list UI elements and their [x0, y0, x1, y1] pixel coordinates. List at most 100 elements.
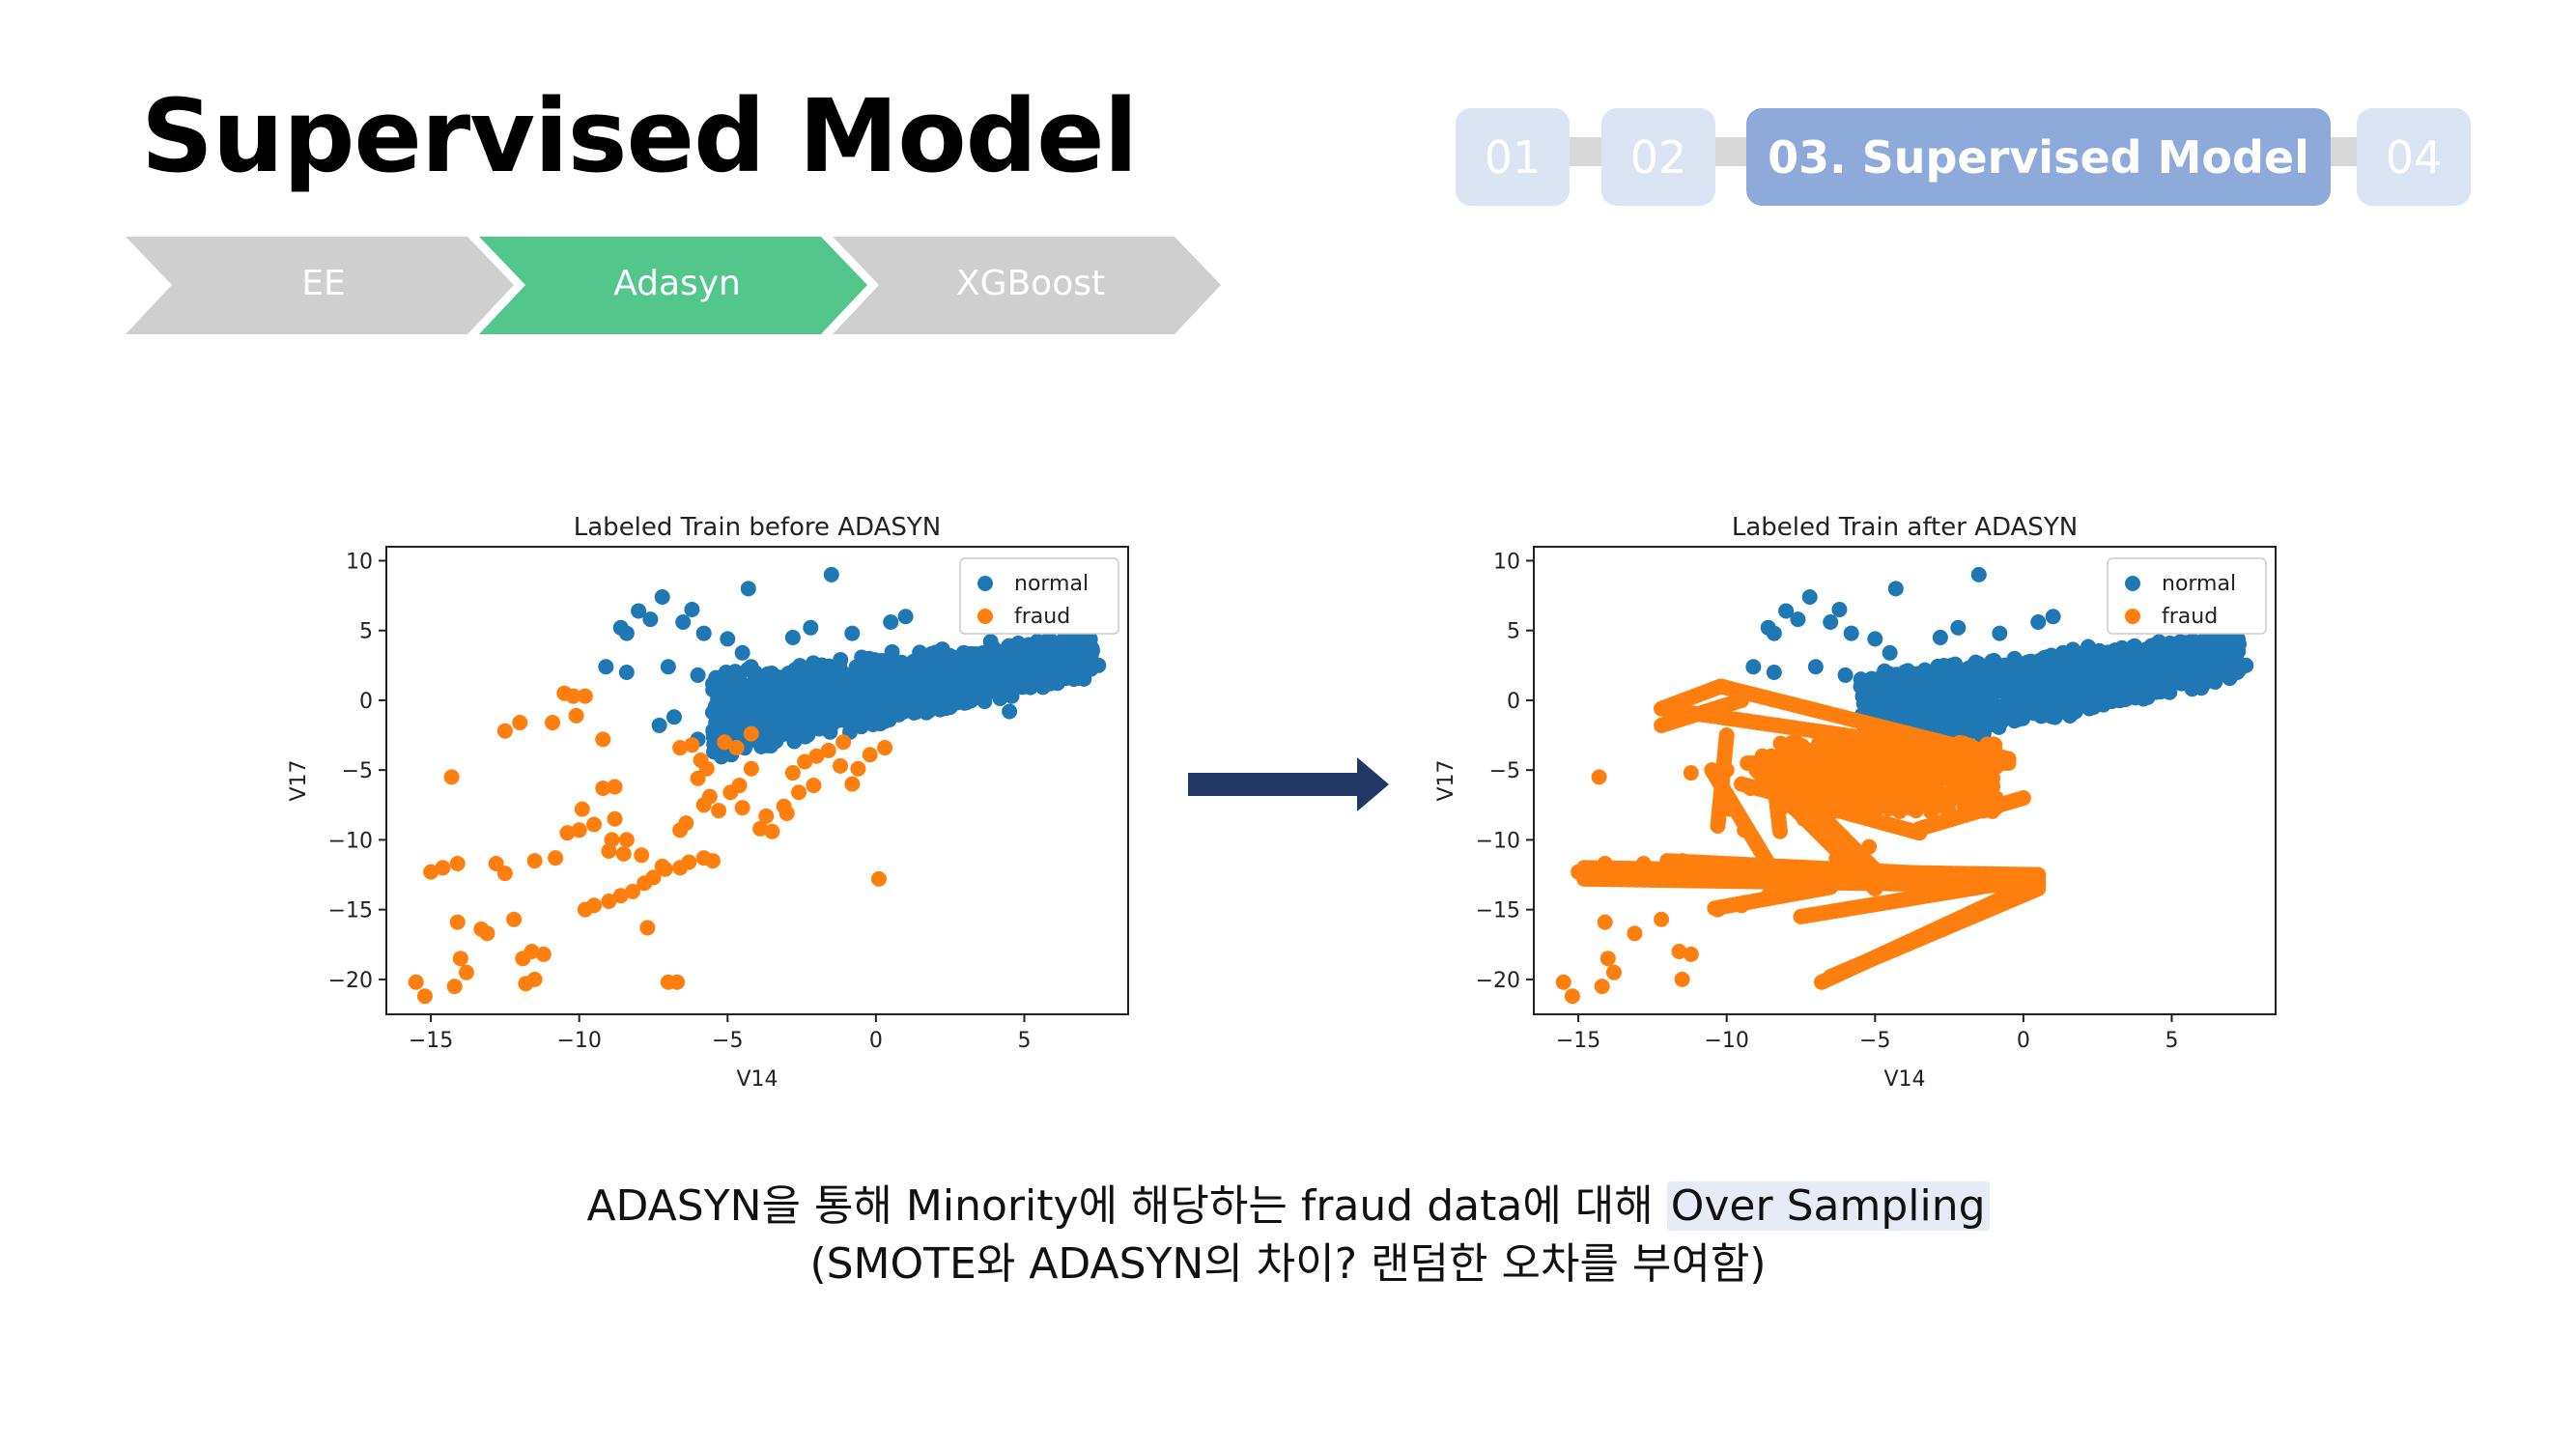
- normal-cluster-point: [1043, 635, 1060, 651]
- fraud-point: [607, 810, 623, 827]
- fraud-point: [618, 832, 635, 848]
- section-tracker: 01 02 03. Supervised Model 04: [1456, 108, 2471, 208]
- fraud-point: [512, 715, 528, 731]
- fraud-point: [681, 854, 697, 870]
- normal-point: [720, 631, 736, 647]
- normal-point: [803, 619, 819, 636]
- fraud-point: [711, 803, 727, 819]
- fraud-point: [717, 734, 733, 751]
- tracker-item-01[interactable]: 01: [1456, 108, 1570, 206]
- normal-cluster-point: [1077, 660, 1093, 676]
- normal-cluster-point: [824, 716, 840, 732]
- normal-point: [844, 625, 861, 641]
- normal-cluster-point: [1009, 676, 1026, 693]
- normal-cluster-point: [873, 681, 890, 697]
- normal-cluster-point: [2023, 677, 2039, 694]
- fraud-point: [672, 740, 689, 756]
- plot-area: [1555, 566, 2254, 1005]
- normal-cluster-point: [1903, 704, 1919, 721]
- normal-cluster-point: [1084, 640, 1100, 657]
- normal-cluster-point: [733, 699, 750, 716]
- fraud-point: [559, 825, 576, 841]
- normal-cluster-point: [2110, 664, 2127, 680]
- synthetic-fraud-point: [1718, 857, 1735, 873]
- fraud-point: [1820, 832, 1836, 848]
- normal-cluster-point: [960, 692, 977, 708]
- normal-point: [714, 687, 730, 703]
- normal-cluster-point: [1972, 679, 1989, 696]
- fraud-point: [545, 715, 561, 731]
- normal-cluster-point: [999, 662, 1015, 678]
- fraud-point: [535, 946, 552, 962]
- fraud-point: [672, 822, 689, 838]
- chart-before-svg: Labeled Train before ADASYN −15 −10 −5 0 5 10 5…: [287, 513, 1129, 1092]
- fraud-point: [797, 753, 813, 770]
- fraud-point: [877, 740, 893, 756]
- normal-cluster-point: [2077, 670, 2093, 687]
- synthetic-fraud-point: [1844, 782, 1860, 799]
- normal-cluster-point: [1052, 667, 1068, 683]
- fraud-point: [1810, 861, 1826, 877]
- tracker-item-02[interactable]: 02: [1601, 108, 1715, 206]
- fraud-point: [443, 769, 460, 785]
- y-tick-label: −10: [1476, 829, 1520, 853]
- normal-point: [631, 603, 647, 619]
- legend-box: [959, 557, 1119, 635]
- x-tick-label: −15: [1556, 1029, 1600, 1053]
- step-chevron-ee[interactable]: [126, 237, 514, 334]
- normal-cluster-point: [786, 732, 803, 749]
- normal-cluster-point: [807, 697, 823, 714]
- y-tick-label: −5: [1489, 759, 1520, 783]
- scatter-before-adasyn: Labeled Train before ADASYN −15 −10 −5 0 5 10 5…: [280, 493, 1149, 1115]
- fraud-point: [1635, 855, 1652, 871]
- normal-cluster-point: [802, 669, 818, 686]
- fraud-point: [452, 951, 468, 967]
- normal-cluster-point: [2125, 639, 2141, 655]
- normal-point: [1766, 625, 1782, 641]
- fraud-point: [850, 760, 866, 777]
- normal-point: [877, 713, 893, 729]
- x-tick-label: −10: [556, 1029, 601, 1053]
- normal-point: [734, 644, 750, 661]
- normal-cluster-point: [1944, 668, 1961, 684]
- fraud-point: [704, 853, 721, 869]
- synthetic-fraud-point: [1778, 885, 1795, 901]
- normal-cluster-point: [1879, 678, 1895, 695]
- normal-point: [2030, 614, 2047, 631]
- x-tick-label: 5: [1017, 1029, 1031, 1053]
- fraud-point: [515, 951, 531, 967]
- y-tick-label: 5: [359, 620, 373, 644]
- normal-cluster-point: [2086, 654, 2103, 670]
- normal-cluster-point: [777, 683, 793, 699]
- fraud-point: [607, 779, 623, 795]
- y-tick-label: 10: [346, 550, 373, 574]
- synthetic-fraud-point: [1771, 823, 1788, 839]
- synthetic-fraud-point: [1826, 777, 1843, 793]
- normal-cluster-point: [948, 655, 964, 671]
- fraud-point: [690, 770, 706, 786]
- normal-cluster-point: [2017, 698, 2033, 715]
- step-chevron-adasyn[interactable]: [479, 237, 867, 334]
- step-chevron-xgboost[interactable]: [833, 237, 1221, 334]
- y-tick-label: −20: [1476, 969, 1520, 993]
- x-tick-label: 0: [869, 1029, 883, 1053]
- normal-cluster-point: [971, 663, 987, 679]
- page-title: Supervised Model: [141, 77, 1138, 195]
- normal-point: [660, 659, 676, 675]
- synthetic-fraud-point: [1854, 774, 1871, 790]
- normal-cluster-point: [2075, 689, 2091, 705]
- normal-cluster-point: [911, 673, 927, 690]
- normal-point: [1090, 657, 1107, 673]
- fraud-point: [645, 869, 662, 886]
- normal-cluster-point: [1001, 645, 1017, 662]
- synthetic-fraud-point: [1902, 800, 1918, 816]
- normal-cluster-point: [2152, 677, 2168, 694]
- tracker-item-03-active[interactable]: 03. Supervised Model: [1746, 108, 2331, 206]
- tracker-item-04[interactable]: 04: [2357, 108, 2471, 206]
- legend-marker-fraud: [2125, 609, 2140, 624]
- normal-point: [1046, 653, 1062, 669]
- normal-cluster-point: [2196, 632, 2213, 648]
- fraud-point: [1674, 853, 1690, 869]
- normal-cluster-point: [775, 726, 791, 743]
- normal-cluster-point: [2102, 645, 2118, 662]
